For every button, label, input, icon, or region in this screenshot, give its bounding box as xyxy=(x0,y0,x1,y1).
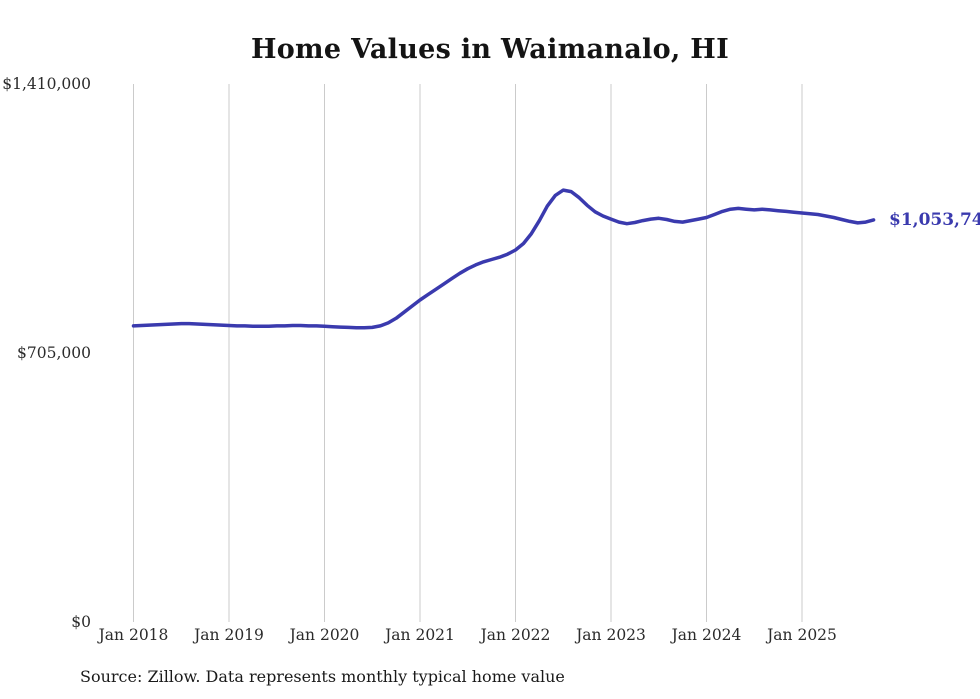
x-tick-label: Jan 2022 xyxy=(480,626,551,644)
y-axis: $0 $705,000 $1,410,000 xyxy=(0,0,91,699)
chart-title: Home Values in Waimanalo, HI xyxy=(250,34,730,65)
x-tick-label: Jan 2024 xyxy=(671,626,742,644)
end-value-label: $1,053,745 xyxy=(889,209,980,230)
x-tick-label: Jan 2019 xyxy=(194,626,264,644)
x-tick-label: Jan 2021 xyxy=(385,626,455,644)
home-value-line xyxy=(131,188,876,330)
x-tick-label: Jan 2020 xyxy=(289,626,360,644)
y-tick-label: $705,000 xyxy=(17,344,91,362)
x-tick-label: Jan 2018 xyxy=(98,626,169,644)
y-tick-label: $1,410,000 xyxy=(2,75,91,93)
source-note: Source: Zillow. Data represents monthly … xyxy=(80,667,565,686)
y-tick-label: $0 xyxy=(71,613,91,631)
x-tick-label: Jan 2025 xyxy=(767,626,837,644)
x-tick-label: Jan 2023 xyxy=(576,626,646,644)
